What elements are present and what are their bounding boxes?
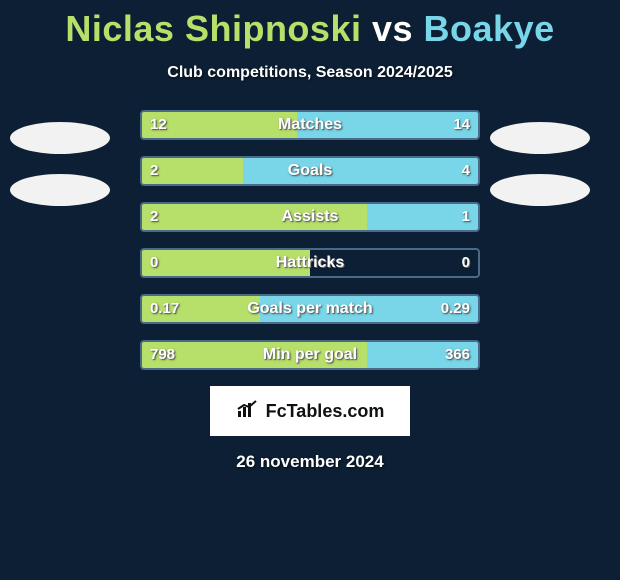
value-left: 2 bbox=[140, 156, 168, 186]
avatar-ellipse bbox=[10, 174, 110, 206]
value-right: 4 bbox=[452, 156, 480, 186]
logo-box: FcTables.com bbox=[210, 386, 410, 436]
avatar-ellipse bbox=[490, 174, 590, 206]
page-title: Niclas Shipnoski vs Boakye bbox=[0, 0, 620, 50]
bar-left bbox=[142, 204, 367, 230]
stat-row: 24Goals bbox=[140, 156, 480, 186]
bar-track bbox=[140, 202, 480, 232]
value-left: 12 bbox=[140, 110, 177, 140]
value-right: 14 bbox=[443, 110, 480, 140]
bar-track bbox=[140, 340, 480, 370]
logo-text: FcTables.com bbox=[266, 401, 385, 422]
avatar-ellipse bbox=[490, 122, 590, 154]
title-player1: Niclas Shipnoski bbox=[65, 8, 361, 49]
value-left: 798 bbox=[140, 340, 185, 370]
bar-right bbox=[243, 158, 478, 184]
avatar-ellipse bbox=[10, 122, 110, 154]
bar-track bbox=[140, 156, 480, 186]
stat-row: 1214Matches bbox=[140, 110, 480, 140]
value-right: 1 bbox=[452, 202, 480, 232]
value-left: 0.17 bbox=[140, 294, 189, 324]
value-right: 366 bbox=[435, 340, 480, 370]
bar-track bbox=[140, 248, 480, 278]
bar-track bbox=[140, 294, 480, 324]
value-right: 0.29 bbox=[431, 294, 480, 324]
value-left: 0 bbox=[140, 248, 168, 278]
logo-icon bbox=[236, 399, 262, 424]
bar-track bbox=[140, 110, 480, 140]
stat-row: 0.170.29Goals per match bbox=[140, 294, 480, 324]
value-left: 2 bbox=[140, 202, 168, 232]
value-right: 0 bbox=[452, 248, 480, 278]
subtitle: Club competitions, Season 2024/2025 bbox=[0, 64, 620, 82]
stat-row: 798366Min per goal bbox=[140, 340, 480, 370]
stat-row: 00Hattricks bbox=[140, 248, 480, 278]
date-line: 26 november 2024 bbox=[0, 452, 620, 472]
title-player2: Boakye bbox=[424, 8, 555, 49]
stat-row: 21Assists bbox=[140, 202, 480, 232]
title-vs: vs bbox=[372, 8, 413, 49]
